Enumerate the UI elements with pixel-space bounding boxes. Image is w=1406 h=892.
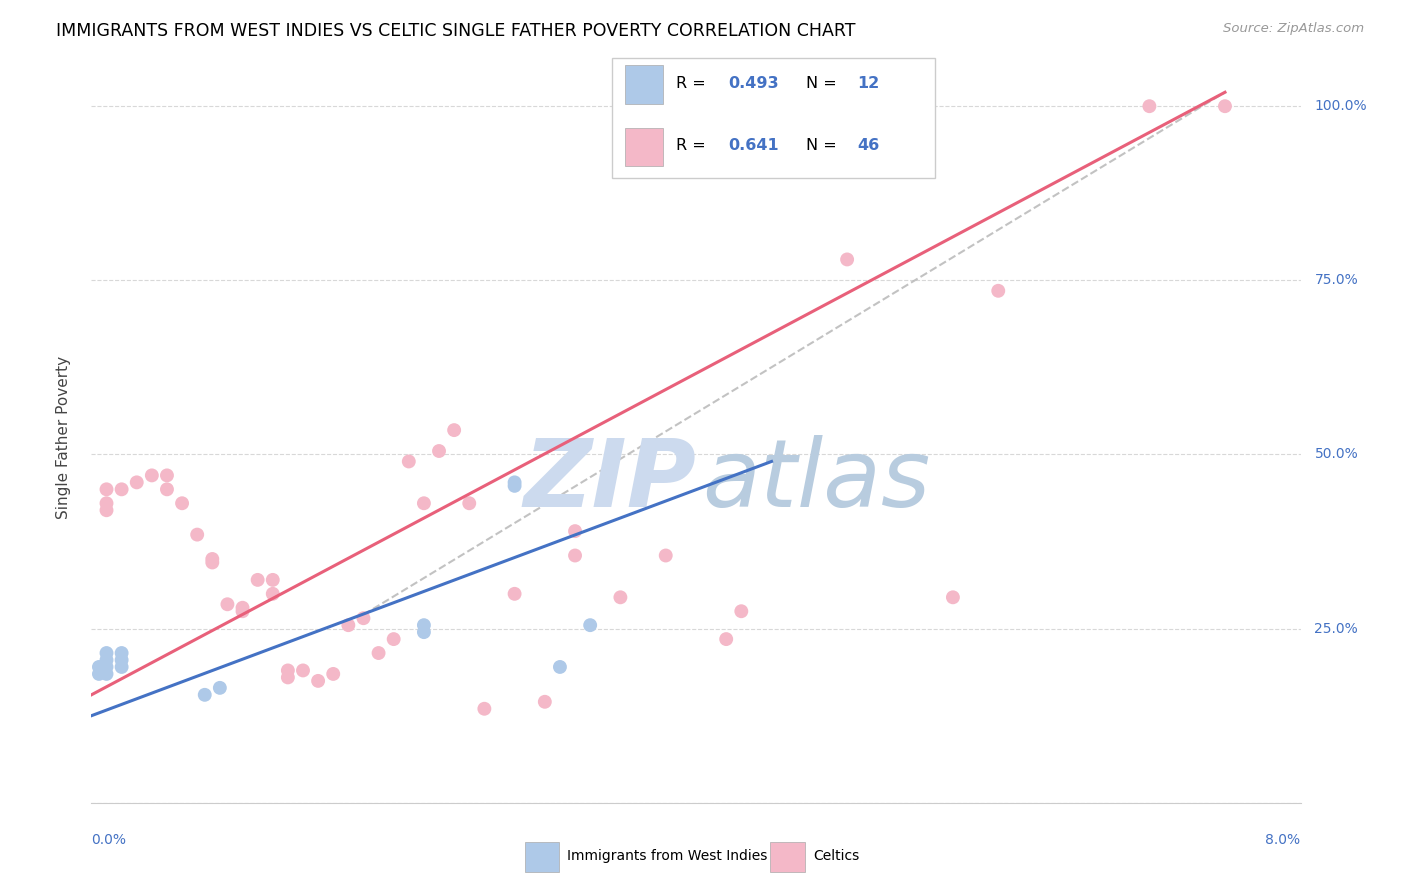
Point	[292, 664, 315, 678]
Point	[156, 468, 179, 483]
Point	[96, 660, 118, 674]
Point	[231, 600, 253, 615]
Point	[125, 475, 148, 490]
Y-axis label: Single Father Poverty: Single Father Poverty	[56, 356, 70, 518]
Point	[427, 444, 450, 458]
Text: 8.0%: 8.0%	[1265, 833, 1301, 847]
Point	[111, 646, 132, 660]
Point	[262, 573, 284, 587]
Text: Celtics: Celtics	[813, 849, 859, 863]
Point	[277, 664, 299, 678]
Point	[503, 479, 526, 493]
Point	[609, 591, 631, 605]
Point	[111, 660, 132, 674]
Point	[503, 587, 526, 601]
Point	[413, 625, 436, 640]
Point	[398, 454, 420, 468]
Bar	[624, 128, 664, 166]
Bar	[524, 842, 560, 872]
Point	[654, 99, 676, 113]
Text: ZIP: ZIP	[523, 435, 696, 527]
Point	[654, 99, 676, 113]
Text: R =: R =	[676, 138, 711, 153]
Point	[458, 496, 481, 510]
Point	[322, 667, 344, 681]
Point	[111, 483, 132, 497]
Text: 50.0%: 50.0%	[1315, 448, 1358, 461]
Point	[654, 99, 676, 113]
Point	[1139, 99, 1161, 113]
Point	[231, 604, 253, 618]
Point	[337, 618, 360, 632]
Point	[156, 483, 179, 497]
Point	[96, 646, 118, 660]
Point	[413, 618, 436, 632]
Point	[87, 667, 110, 681]
Bar	[624, 65, 664, 103]
Point	[277, 670, 299, 684]
Point	[208, 681, 231, 695]
Point	[262, 587, 284, 601]
Text: IMMIGRANTS FROM WEST INDIES VS CELTIC SINGLE FATHER POVERTY CORRELATION CHART: IMMIGRANTS FROM WEST INDIES VS CELTIC SI…	[56, 22, 856, 40]
Point	[96, 653, 118, 667]
Point	[367, 646, 389, 660]
Point	[352, 611, 374, 625]
Point	[307, 673, 329, 688]
Point	[987, 284, 1010, 298]
Point	[654, 99, 676, 113]
Point	[942, 591, 965, 605]
Point	[654, 549, 676, 563]
Text: Source: ZipAtlas.com: Source: ZipAtlas.com	[1223, 22, 1364, 36]
Text: 25.0%: 25.0%	[1315, 622, 1358, 636]
Point	[413, 496, 436, 510]
Point	[533, 695, 555, 709]
FancyBboxPatch shape	[612, 58, 935, 178]
Text: N =: N =	[806, 77, 842, 91]
Text: 75.0%: 75.0%	[1315, 273, 1358, 287]
Point	[548, 660, 571, 674]
Point	[382, 632, 405, 646]
Point	[141, 468, 163, 483]
Point	[654, 99, 676, 113]
Point	[472, 702, 495, 716]
Text: 100.0%: 100.0%	[1315, 99, 1367, 113]
Point	[503, 475, 526, 490]
Text: 0.493: 0.493	[728, 77, 779, 91]
Bar	[770, 842, 806, 872]
Text: atlas: atlas	[702, 435, 931, 526]
Point	[96, 503, 118, 517]
Point	[443, 423, 465, 437]
Point	[1213, 99, 1236, 113]
Point	[579, 618, 602, 632]
Point	[96, 667, 118, 681]
Text: 0.0%: 0.0%	[91, 833, 127, 847]
Point	[172, 496, 194, 510]
Text: 46: 46	[858, 138, 880, 153]
Point	[111, 653, 132, 667]
Point	[201, 556, 224, 570]
Text: 0.641: 0.641	[728, 138, 779, 153]
Text: 12: 12	[858, 77, 880, 91]
Point	[201, 552, 224, 566]
Point	[96, 483, 118, 497]
Point	[186, 527, 208, 541]
Point	[87, 660, 110, 674]
Point	[714, 632, 737, 646]
Point	[217, 597, 239, 611]
Point	[194, 688, 217, 702]
Point	[246, 573, 269, 587]
Text: N =: N =	[806, 138, 842, 153]
Point	[96, 496, 118, 510]
Point	[564, 524, 586, 538]
Point	[730, 604, 752, 618]
Text: R =: R =	[676, 77, 711, 91]
Text: Immigrants from West Indies: Immigrants from West Indies	[568, 849, 768, 863]
Point	[654, 99, 676, 113]
Point	[654, 99, 676, 113]
Point	[835, 252, 858, 267]
Point	[564, 549, 586, 563]
